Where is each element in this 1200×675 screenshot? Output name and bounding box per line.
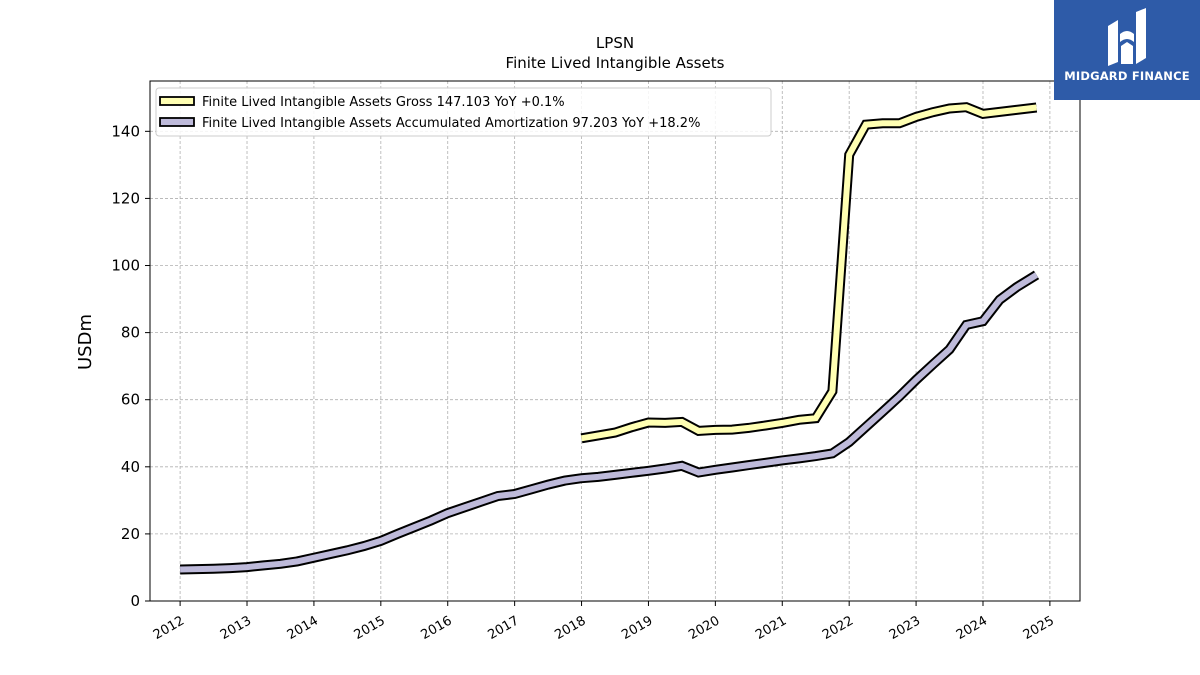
x-tick-label: 2020 xyxy=(686,613,722,643)
x-tick-label: 2012 xyxy=(151,613,187,643)
chart-subtitle: Finite Lived Intangible Assets xyxy=(506,54,725,72)
x-tick-label: 2014 xyxy=(285,613,321,643)
legend-swatch xyxy=(159,117,195,127)
y-tick-label: 80 xyxy=(121,324,140,342)
legend-box xyxy=(155,87,772,137)
y-tick-label: 20 xyxy=(121,525,140,543)
x-tick-label: 2015 xyxy=(352,613,388,643)
logo-text: MIDGARD FINANCE xyxy=(1064,69,1190,83)
midgard-logo-icon xyxy=(1108,8,1146,66)
y-tick-label: 140 xyxy=(111,122,140,140)
y-tick-label: 40 xyxy=(121,458,140,476)
x-tick-label: 2024 xyxy=(954,613,990,643)
series-0-line xyxy=(580,104,1037,442)
chart-title: LPSN xyxy=(596,34,634,52)
y-tick-label: 100 xyxy=(111,257,140,275)
legend-label: Finite Lived Intangible Assets Gross 147… xyxy=(202,95,565,110)
series-1-outline xyxy=(179,270,1040,575)
x-tick-label: 2013 xyxy=(218,613,254,643)
x-tick-label: 2016 xyxy=(419,613,455,643)
x-tick-label: 2019 xyxy=(619,613,655,643)
series-0-outline xyxy=(580,102,1038,444)
series-lines xyxy=(179,102,1040,575)
x-tick-label: 2018 xyxy=(552,613,588,643)
x-tick-label: 2022 xyxy=(820,613,856,643)
legend-swatch xyxy=(159,96,195,106)
x-tick-label: 2021 xyxy=(753,613,789,643)
legend-label: Finite Lived Intangible Assets Accumulat… xyxy=(202,116,700,131)
grid-lines xyxy=(150,81,1080,602)
midgard-finance-logo: MIDGARD FINANCE xyxy=(1054,0,1200,100)
x-tick-label: 2017 xyxy=(485,613,521,643)
y-tick-label: 60 xyxy=(121,391,140,409)
x-tick-label: 2023 xyxy=(887,613,923,643)
y-axis-label: USDm xyxy=(75,314,96,370)
legend: Finite Lived Intangible Assets Gross 147… xyxy=(155,87,772,137)
plot-frame xyxy=(149,80,1081,602)
y-tick-label: 120 xyxy=(111,189,140,207)
x-tick-label: 2025 xyxy=(1021,613,1057,643)
series-1-line xyxy=(180,272,1039,573)
y-tick-label: 0 xyxy=(130,592,140,610)
